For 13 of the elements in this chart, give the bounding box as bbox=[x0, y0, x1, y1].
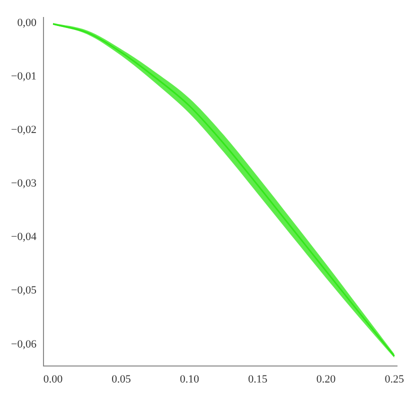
x-tick-label: 0.10 bbox=[180, 373, 200, 386]
y-tick-label: −0,05 bbox=[10, 284, 37, 297]
y-tick-label: −0,04 bbox=[10, 231, 37, 244]
y-tick-label: −0,02 bbox=[10, 124, 36, 136]
y-tick-label: 0,00 bbox=[17, 16, 37, 29]
x-tick-label: 0.20 bbox=[316, 373, 336, 386]
y-tick-label: −0,06 bbox=[10, 338, 37, 350]
x-tick-label: 0.15 bbox=[248, 373, 268, 386]
x-tick-label: 0.25 bbox=[384, 373, 404, 386]
x-tick-label: 0.00 bbox=[43, 373, 64, 386]
y-tick-label: −0,01 bbox=[10, 70, 36, 82]
x-tick-label: 0.05 bbox=[112, 373, 132, 386]
y-tick-label: −0,03 bbox=[10, 178, 37, 190]
